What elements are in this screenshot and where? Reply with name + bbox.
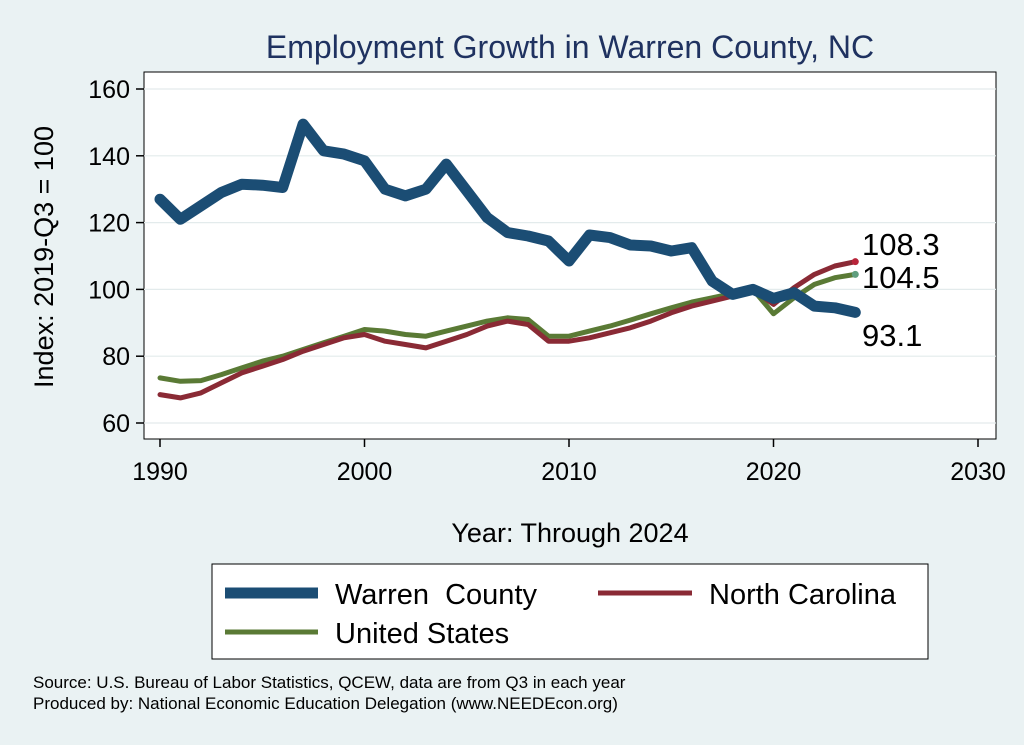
end-dot-united-states [851, 270, 859, 278]
legend-label-united-states: United States [335, 618, 509, 650]
legend-box [211, 563, 929, 660]
end-label-north-carolina: 108.3 [862, 227, 940, 262]
x-tick-label-2030: 2030 [950, 458, 1006, 486]
legend-label-north-carolina: North Carolina [709, 579, 897, 611]
chart-title: Employment Growth in Warren County, NC [266, 29, 874, 65]
series-line-warren-county [154, 118, 861, 318]
legend-label-warren-county: Warren County [335, 579, 537, 611]
axes: 60 80 100 120 140 160 1990 2000 2010 2020 2030 [88, 76, 1006, 486]
produced-by-note: Produced by: National Economic Education… [33, 694, 618, 713]
legend: Warren County North Carolina United Stat… [211, 563, 929, 660]
x-tick-label-2020: 2020 [746, 458, 802, 486]
y-tick-label-120: 120 [88, 210, 130, 238]
y-tick-label-60: 60 [102, 410, 130, 438]
end-label-warren-county: 93.1 [862, 318, 922, 353]
y-axis-title: Index: 2019-Q3 = 100 [29, 126, 59, 388]
y-tick-label-140: 140 [88, 143, 130, 171]
y-tick-label-80: 80 [102, 343, 130, 371]
series-layer [154, 118, 861, 401]
source-note: Source: U.S. Bureau of Labor Statistics,… [33, 673, 626, 692]
x-tick-label-2010: 2010 [541, 458, 597, 486]
x-tick-label-1990: 1990 [132, 458, 188, 486]
end-label-united-states: 104.5 [862, 260, 940, 295]
y-tick-label-160: 160 [88, 76, 130, 104]
x-axis-title: Year: Through 2024 [451, 518, 688, 548]
y-tick-label-100: 100 [88, 276, 130, 304]
x-tick-label-2000: 2000 [337, 458, 393, 486]
end-dot-north-carolina [851, 258, 859, 266]
